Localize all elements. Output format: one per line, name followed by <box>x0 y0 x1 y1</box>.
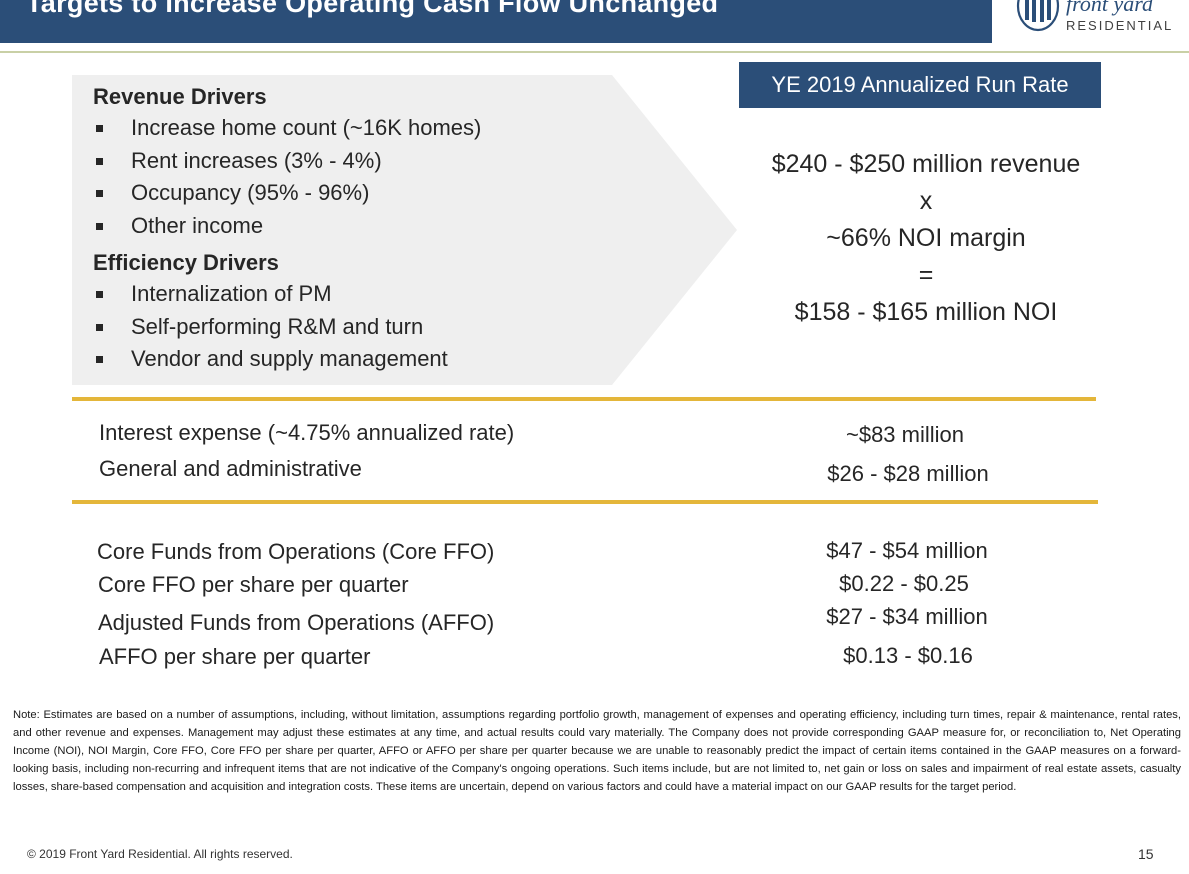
revenue-drivers-title: Revenue Drivers <box>93 84 267 109</box>
multiply-sign: x <box>919 187 933 215</box>
list-item: Other income <box>93 210 481 243</box>
result-label: Adjusted Funds from Operations (AFFO) <box>98 610 495 635</box>
logo-name: front yard <box>1066 0 1153 16</box>
expense-value: $26 - $28 million <box>827 461 989 486</box>
drivers-panel: Revenue Drivers Increase home count (~16… <box>93 82 481 376</box>
copyright: © 2019 Front Yard Residential. All right… <box>27 847 293 861</box>
result-label: Core Funds from Operations (Core FFO) <box>97 539 495 564</box>
list-item: Increase home count (~16K homes) <box>93 112 481 145</box>
disclaimer-note: Note: Estimates are based on a number of… <box>13 709 1181 793</box>
house-columns-icon <box>1016 0 1060 32</box>
divider-top <box>72 397 1096 401</box>
result-value: $47 - $54 million <box>826 538 988 563</box>
equals-sign: = <box>918 261 934 289</box>
logo-subtitle: RESIDENTIAL <box>1066 18 1174 33</box>
list-item: Rent increases (3% - 4%) <box>93 145 481 178</box>
noi-margin: ~66% NOI margin <box>826 224 1026 252</box>
page-number: 15 <box>1138 846 1154 862</box>
result-label: AFFO per share per quarter <box>99 644 371 669</box>
run-rate-calculation: $240 - $250 million revenue x ~66% NOI m… <box>736 146 1116 331</box>
expense-value: ~$83 million <box>845 422 964 447</box>
expense-label: General and administrative <box>99 456 362 481</box>
list-item: Self-performing R&M and turn <box>93 311 481 344</box>
result-value: $0.22 - $0.25 <box>839 571 969 596</box>
page-title: Targets to Increase Operating Cash Flow … <box>26 0 719 18</box>
result-value: $0.13 - $0.16 <box>843 643 973 668</box>
result-value: $27 - $34 million <box>826 604 988 629</box>
list-item: Vendor and supply management <box>93 343 481 376</box>
list-item: Occupancy (95% - 96%) <box>93 177 481 210</box>
result-label: Core FFO per share per quarter <box>98 572 409 597</box>
expense-label: Interest expense (~4.75% annualized rate… <box>99 420 515 445</box>
company-logo: front yard RESIDENTIAL <box>1016 0 1181 40</box>
header-divider <box>0 51 1189 53</box>
noi-range: $158 - $165 million NOI <box>794 298 1058 326</box>
revenue-drivers-list: Increase home count (~16K homes) Rent in… <box>93 112 481 242</box>
efficiency-drivers-title: Efficiency Drivers <box>93 250 279 275</box>
title-bar: Targets to Increase Operating Cash Flow … <box>0 0 992 43</box>
revenue-range: $240 - $250 million revenue <box>771 150 1081 178</box>
efficiency-drivers-list: Internalization of PM Self-performing R&… <box>93 278 481 376</box>
list-item: Internalization of PM <box>93 278 481 311</box>
divider-bottom <box>72 500 1098 504</box>
drivers-arrow-shape <box>72 75 737 385</box>
run-rate-header: YE 2019 Annualized Run Rate <box>739 62 1101 108</box>
